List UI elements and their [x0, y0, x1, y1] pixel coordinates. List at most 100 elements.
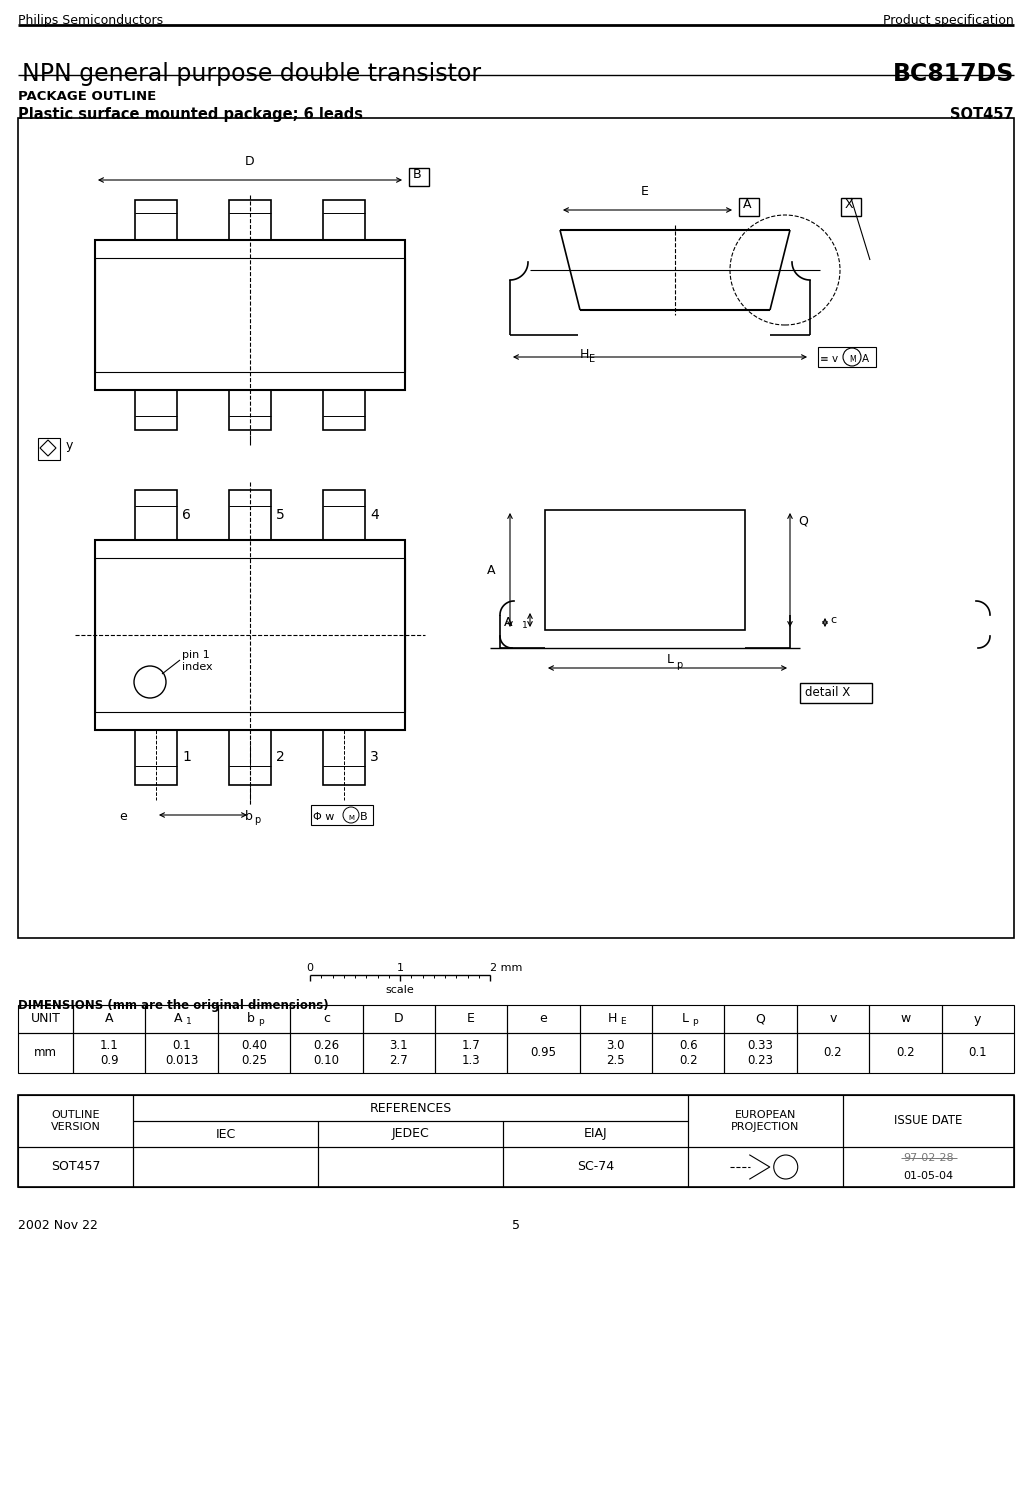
Text: 1.7
1.3: 1.7 1.3 [461, 1038, 481, 1067]
Bar [503, 1121, 688, 1147]
Text: v: v [830, 1013, 837, 1025]
Bar [941, 1005, 1014, 1032]
Text: EUROPEAN
PROJECTION: EUROPEAN PROJECTION [732, 1111, 800, 1132]
Bar [318, 1121, 503, 1147]
Text: PACKAGE OUTLINE: PACKAGE OUTLINE [18, 90, 156, 102]
Bar [133, 1096, 688, 1121]
Bar [218, 1032, 290, 1073]
Bar [688, 1147, 843, 1187]
Bar [503, 1147, 688, 1187]
Bar [818, 348, 876, 367]
Text: H: H [608, 1013, 617, 1025]
Text: 3.0
2.5: 3.0 2.5 [607, 1038, 625, 1067]
Text: A: A [174, 1013, 183, 1025]
Text: 5: 5 [276, 509, 285, 522]
Text: Q: Q [798, 515, 808, 528]
Text: 0.40
0.25: 0.40 0.25 [240, 1038, 267, 1067]
Text: B: B [413, 169, 422, 182]
Text: ≡ v: ≡ v [820, 354, 838, 364]
Text: 6: 6 [182, 509, 191, 522]
Text: 3.1
2.7: 3.1 2.7 [389, 1038, 408, 1067]
Bar [18, 117, 1014, 938]
Bar [323, 491, 365, 540]
Text: p: p [258, 1017, 264, 1026]
Text: 0.6
0.2: 0.6 0.2 [679, 1038, 698, 1067]
Text: e: e [540, 1013, 547, 1025]
Bar [135, 491, 178, 540]
Bar [95, 239, 405, 390]
Bar [652, 1005, 724, 1032]
Bar [18, 1005, 73, 1032]
Text: Plastic surface mounted package; 6 leads: Plastic surface mounted package; 6 leads [18, 107, 363, 122]
Text: p: p [676, 661, 682, 670]
Text: 2002 Nov 22: 2002 Nov 22 [18, 1219, 98, 1233]
Text: E: E [589, 354, 595, 364]
Text: SOT457: SOT457 [51, 1160, 100, 1174]
Text: A: A [486, 563, 495, 576]
Text: JEDEC: JEDEC [391, 1127, 429, 1141]
Text: scale: scale [386, 984, 415, 995]
Bar [229, 730, 271, 786]
Bar [362, 1005, 434, 1032]
Text: L: L [667, 653, 674, 667]
Text: y: y [974, 1013, 981, 1025]
Text: 0.95: 0.95 [530, 1046, 556, 1060]
Bar [311, 805, 373, 825]
Text: b: b [245, 811, 253, 823]
Bar [95, 257, 405, 372]
Bar [797, 1032, 869, 1073]
Bar [508, 1032, 580, 1073]
Bar [724, 1032, 797, 1073]
Text: 5: 5 [512, 1219, 520, 1233]
Bar [290, 1032, 362, 1073]
Text: detail X: detail X [805, 686, 850, 700]
Text: e: e [120, 811, 127, 823]
Text: UNIT: UNIT [31, 1013, 61, 1025]
Text: SOT457: SOT457 [950, 107, 1014, 122]
Bar [135, 730, 178, 786]
Text: 0: 0 [307, 963, 314, 974]
Bar [229, 390, 271, 430]
Bar [724, 1005, 797, 1032]
Text: 3: 3 [370, 749, 379, 765]
Bar [95, 540, 405, 730]
Text: 01-05-04: 01-05-04 [903, 1171, 954, 1181]
Text: A: A [105, 1013, 114, 1025]
Text: E: E [641, 185, 649, 199]
Text: Q: Q [755, 1013, 766, 1025]
Bar [133, 1121, 318, 1147]
Text: c: c [830, 616, 836, 625]
Text: index: index [182, 662, 213, 673]
Bar [135, 200, 178, 239]
Text: p: p [692, 1017, 698, 1026]
Bar [800, 683, 872, 703]
Bar [146, 1032, 218, 1073]
Text: Product specification: Product specification [883, 14, 1014, 27]
Text: IEC: IEC [216, 1127, 235, 1141]
Bar [508, 1005, 580, 1032]
Bar [409, 169, 429, 187]
Bar [843, 1147, 1014, 1187]
Text: b: b [247, 1013, 255, 1025]
Text: 0.1
0.013: 0.1 0.013 [165, 1038, 198, 1067]
Text: OUTLINE
VERSION: OUTLINE VERSION [51, 1111, 100, 1132]
Bar [146, 1005, 218, 1032]
Text: 2: 2 [276, 749, 285, 765]
Text: y: y [66, 439, 73, 453]
Text: ISSUE DATE: ISSUE DATE [895, 1115, 963, 1127]
Text: 0.2: 0.2 [824, 1046, 842, 1060]
Text: H: H [580, 349, 589, 361]
Text: 0.1: 0.1 [968, 1046, 988, 1060]
Bar [73, 1005, 146, 1032]
Bar [290, 1005, 362, 1032]
Text: 1: 1 [522, 620, 527, 629]
Text: SC-74: SC-74 [577, 1160, 614, 1174]
Text: pin 1: pin 1 [182, 650, 209, 661]
Bar [133, 1147, 318, 1187]
Bar [18, 1032, 73, 1073]
Text: A: A [862, 354, 869, 364]
Bar [323, 200, 365, 239]
Bar [18, 1096, 133, 1147]
Text: w: w [900, 1013, 910, 1025]
Text: M: M [348, 816, 354, 822]
